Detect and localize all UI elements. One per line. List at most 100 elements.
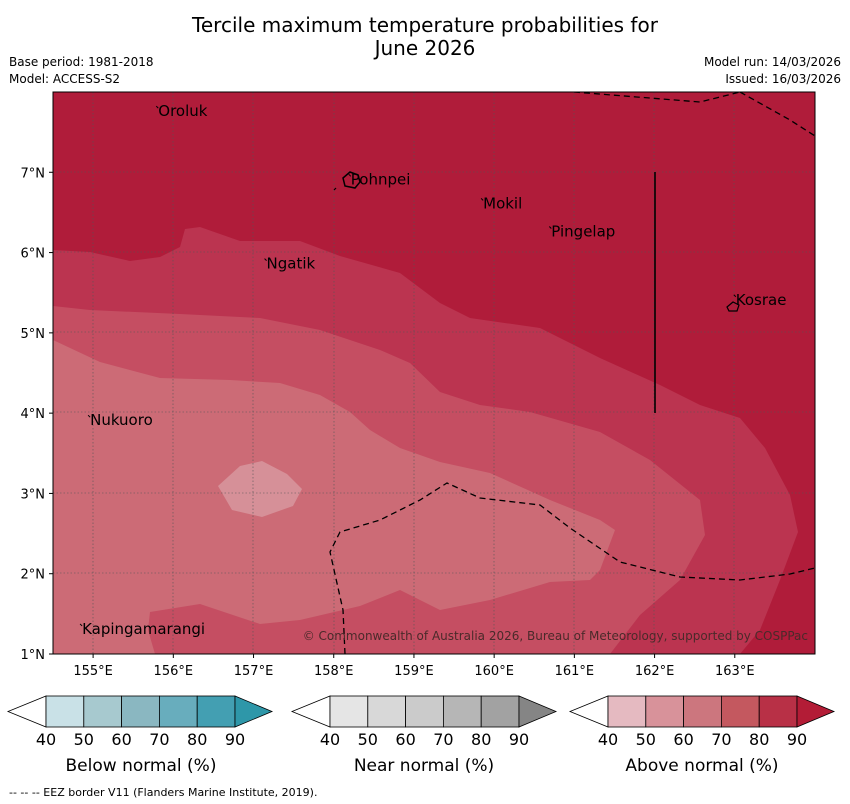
- place-label: Mokil: [483, 194, 522, 212]
- lon-tick-label: 159°E: [394, 664, 434, 679]
- lat-tick-label: 7°N: [21, 166, 46, 181]
- lat-tick-label: 4°N: [21, 407, 46, 422]
- map-title: Tercile maximum temperature probabilitie…: [0, 14, 850, 60]
- legend-tick-label: 80: [471, 730, 491, 749]
- model-run: Model run: 14/03/2026: [703, 55, 841, 69]
- place-label: Kosrae: [736, 291, 787, 309]
- legend-tick-label: 40: [320, 730, 340, 749]
- legend-swatch: [196, 695, 236, 728]
- place-label: Ngatik: [267, 255, 316, 273]
- legend-low-extension: [568, 695, 609, 728]
- legend-tick-label: 90: [787, 730, 807, 749]
- legend-swatch: [607, 695, 647, 728]
- legend-tick-label: 50: [358, 730, 378, 749]
- lon-tick-label: 158°E: [314, 664, 354, 679]
- legend-swatch: [405, 695, 444, 728]
- legend-low-extension: [6, 695, 47, 728]
- place-labels: Oroluk Pohnpei Mokil Pingelap Ngatik Kosrae Nu…: [79, 102, 787, 638]
- metadata-right: Model run: 14/03/2026 Issued: 16/03/2026: [704, 54, 841, 88]
- legend-swatch: [367, 695, 406, 728]
- legend-colorbar: 40 50 60 70 80 90: [290, 695, 558, 749]
- copyright: © Commonwealth of Australia 2026, Bureau…: [303, 629, 808, 643]
- legend-tick-label: 70: [149, 730, 169, 749]
- legend-tick-label: 60: [673, 730, 693, 749]
- legend-swatch: [329, 695, 369, 728]
- legend-swatch: [721, 695, 760, 728]
- lat-tick-label: 2°N: [21, 568, 46, 583]
- place-label: Nukuoro: [90, 411, 153, 429]
- zone-above-40-50: [218, 461, 302, 517]
- lon-tick-label: 160°E: [474, 664, 514, 679]
- title-line-2: June 2026: [374, 36, 476, 60]
- place-marker: [733, 294, 737, 298]
- legend-above-label: Above normal (%): [625, 756, 779, 776]
- legend-tick-label: 60: [395, 730, 415, 749]
- place-label: Kapingamarangi: [82, 620, 205, 638]
- lat-tick-label: 3°N: [21, 487, 46, 502]
- kosrae-island: [726, 301, 740, 312]
- lon-tick-label: 157°E: [234, 664, 274, 679]
- legend-swatch: [45, 695, 85, 728]
- legend-tick-label: 40: [598, 730, 618, 749]
- base-period: Base period: 1981-2018: [9, 55, 154, 69]
- legend-tick-label: 70: [711, 730, 731, 749]
- lat-tick-label: 5°N: [21, 327, 46, 342]
- legend-swatch: [480, 695, 520, 728]
- legends: 40 50 60 70 80 90 40 50 60 70 80 90 40 50 60 70 80 90: [6, 695, 836, 749]
- legend-swatch: [758, 695, 798, 728]
- legend-high-extension: [518, 695, 558, 728]
- legend-tick-label: 60: [111, 730, 131, 749]
- lon-tick-label: 156°E: [154, 664, 194, 679]
- legend-swatch: [683, 695, 722, 728]
- pohnpei-island: [342, 171, 361, 189]
- place-label: Pingelap: [551, 223, 615, 241]
- graticule: [53, 92, 815, 654]
- legend-tick-label: 50: [636, 730, 656, 749]
- eez-footnote: -- -- -- EEZ border V11 (Flanders Marine…: [9, 786, 318, 799]
- legend-swatch: [645, 695, 684, 728]
- legend-near-label: Near normal (%): [353, 756, 495, 776]
- model-name: Model: ACCESS-S2: [9, 72, 121, 86]
- zone-above-50-60: [53, 340, 615, 654]
- lon-tick-label: 155°E: [73, 664, 113, 679]
- issued-date: Issued: 16/03/2026: [725, 72, 841, 86]
- legend-colorbar: 40 50 60 70 80 90: [6, 695, 274, 749]
- legend-high-extension: [796, 695, 836, 728]
- legend-tick-label: 80: [749, 730, 769, 749]
- place-marker: [155, 105, 159, 109]
- place-marker: [87, 414, 91, 418]
- lon-tick-label: 162°E: [635, 664, 675, 679]
- legend-swatch: [442, 695, 482, 728]
- legend-swatch: [83, 695, 123, 728]
- lon-tick-label: 163°E: [715, 664, 755, 679]
- legend-tick-label: 90: [225, 730, 245, 749]
- legend-tick-label: 70: [433, 730, 453, 749]
- pohnpei-islet: [333, 187, 337, 191]
- probability-field: Oroluk Pohnpei Mokil Pingelap Ngatik Kosrae Nu…: [53, 92, 815, 654]
- place-label: Oroluk: [158, 102, 207, 120]
- longitude-ticks: 155°E 156°E 157°E 158°E 159°E 160°E 161°E 162°E…: [73, 654, 755, 679]
- title-line-1: Tercile maximum temperature probabilitie…: [192, 13, 658, 37]
- legend-tick-label: 90: [509, 730, 529, 749]
- legend-tick-label: 50: [74, 730, 94, 749]
- place-marker: [79, 623, 83, 627]
- legend-below-label: Below normal (%): [65, 756, 217, 776]
- latitude-ticks: 1°N 2°N 3°N 4°N 5°N 6°N 7°N: [21, 166, 53, 663]
- metadata-left: Base period: 1981-2018 Model: ACCESS-S2: [9, 54, 154, 88]
- legend-swatch: [121, 695, 160, 728]
- place-marker: [548, 226, 552, 229]
- eez-border: [329, 92, 815, 654]
- lon-tick-label: 161°E: [555, 664, 595, 679]
- legend-colorbar: 40 50 60 70 80 90: [568, 695, 836, 749]
- place-label: Pohnpei: [351, 170, 411, 188]
- place-marker: [480, 198, 484, 201]
- legend-swatch: [158, 695, 198, 728]
- legend-tick-label: 80: [187, 730, 207, 749]
- lat-tick-label: 1°N: [21, 648, 46, 663]
- legend-high-extension: [234, 695, 274, 728]
- lat-tick-label: 6°N: [21, 247, 46, 262]
- place-marker: [264, 258, 267, 261]
- legend-low-extension: [290, 695, 331, 728]
- place-marker: [348, 173, 352, 177]
